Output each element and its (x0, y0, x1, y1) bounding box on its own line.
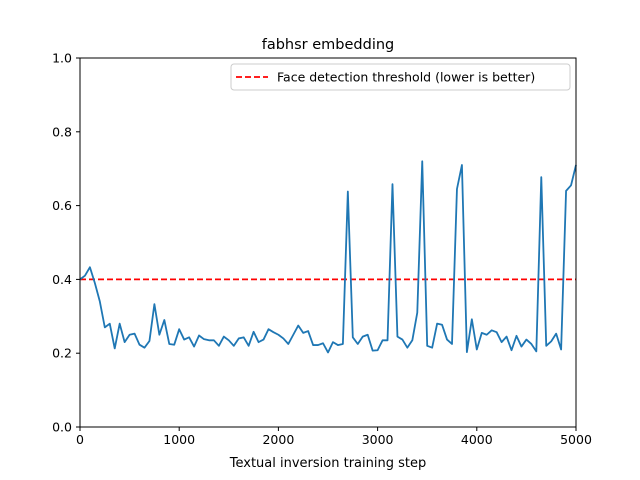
x-axis: 0 1000 2000 3000 4000 5000 (76, 427, 592, 447)
y-tick-label: 0.8 (52, 124, 72, 139)
x-tick-label: 0 (76, 432, 84, 447)
legend-box (230, 63, 571, 91)
x-tick-label: 3000 (362, 432, 394, 447)
plot-area (79, 160, 577, 354)
series-line-0 (79, 160, 577, 354)
x-tick-label: 2000 (262, 432, 294, 447)
axes-frame (79, 57, 577, 428)
legend-threshold-label: Face detection threshold (lower is bette… (277, 70, 535, 85)
x-tick-label: 4000 (461, 432, 493, 447)
y-tick-label: 1.0 (52, 51, 72, 66)
y-axis: 0.0 0.2 0.4 0.6 0.8 1.0 (52, 51, 80, 435)
x-axis-label: Textual inversion training step (229, 456, 426, 471)
y-tick-label: 0.2 (52, 346, 72, 361)
x-tick-label: 5000 (560, 432, 592, 447)
x-tick-label: 1000 (163, 432, 195, 447)
y-tick-label: 0.4 (52, 272, 72, 287)
legend: Face detection threshold (lower is bette… (230, 63, 571, 91)
chart-title: fabhsr embedding (262, 37, 395, 53)
y-tick-label: 0.0 (52, 420, 72, 435)
y-tick-label: 0.6 (52, 198, 72, 213)
